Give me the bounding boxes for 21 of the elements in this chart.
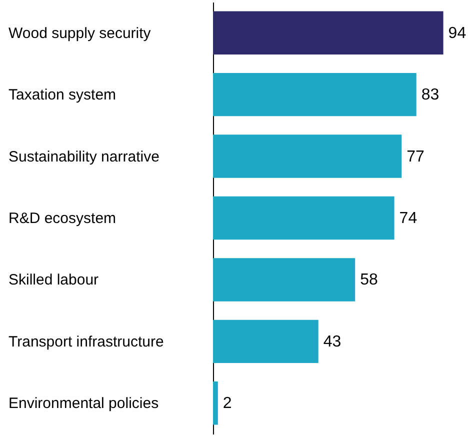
bar	[213, 196, 394, 240]
bar	[213, 134, 402, 178]
bar	[213, 258, 356, 302]
y-tick-label: Wood supply security	[8, 24, 152, 42]
data-label: 83	[421, 86, 440, 104]
data-label: 74	[399, 210, 418, 227]
y-tick-label: R&D ecosystem	[8, 210, 116, 227]
bar	[213, 382, 218, 425]
data-label: 94	[448, 24, 466, 42]
y-tick-label: Skilled labour	[8, 272, 99, 289]
y-tick-label: Transport infrastructure	[8, 333, 164, 350]
y-tick-label: Taxation system	[8, 86, 116, 104]
y-tick-label: Sustainability narrative	[8, 148, 160, 166]
data-label: 58	[360, 272, 378, 289]
data-label: 77	[406, 148, 425, 166]
y-tick-label: Environmental policies	[8, 395, 159, 412]
bar	[213, 72, 416, 116]
bar	[213, 11, 444, 54]
data-label: 2	[222, 395, 232, 412]
data-label: 43	[323, 333, 342, 350]
bar	[213, 320, 318, 364]
